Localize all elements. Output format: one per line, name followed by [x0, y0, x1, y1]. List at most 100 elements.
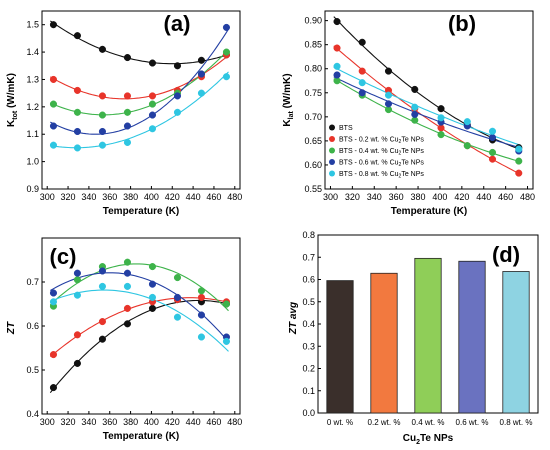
series-4-point	[488, 127, 497, 135]
y-axis-label-main: K	[282, 119, 293, 127]
series-3-point	[333, 71, 341, 79]
series-4-point	[49, 141, 58, 149]
y-tick-label: 0.5	[26, 365, 39, 375]
legend-entry-0: BTS	[339, 125, 353, 132]
series-3-point	[73, 269, 81, 277]
x-tick-label: 320	[61, 417, 76, 427]
series-3-point	[123, 122, 132, 130]
series-0-point	[148, 304, 157, 312]
x-tick-label: 380	[123, 417, 138, 427]
y-tick-label: 0.2	[302, 364, 315, 374]
series-1-point	[148, 92, 157, 100]
series-0-point	[98, 335, 106, 343]
series-3-point	[197, 311, 205, 319]
y-tick-label: 1.4	[26, 47, 39, 57]
legend-text: BTS - 0.8 wt. % Cu	[339, 171, 399, 178]
x-tick-label: 320	[61, 192, 76, 202]
x-tick-label: 440	[186, 192, 201, 202]
series-2-point	[437, 131, 445, 139]
x-tick-label: 0 wt. %	[327, 418, 353, 427]
y-axis-label: Ktot (W/mK)	[6, 73, 19, 127]
x-tick-label: 420	[454, 192, 469, 202]
series-4-point	[49, 298, 58, 306]
series-2-point	[197, 287, 205, 295]
y-axis-label-sub: lat	[288, 111, 295, 120]
series-2-point	[73, 276, 81, 284]
legend-entry-4: BTS - 0.8 wt. % Cu2Te NPs	[339, 171, 424, 180]
series-4-point	[173, 313, 182, 321]
series-line-3	[50, 272, 229, 343]
y-tick-label: 0.5	[302, 297, 315, 307]
series-2-point	[488, 148, 497, 156]
x-tick-label: 360	[389, 192, 404, 202]
legend-text: Te NPs	[401, 160, 424, 167]
series-0-point	[333, 18, 341, 26]
y-axis-label: ZT	[6, 321, 17, 335]
series-0-point	[73, 32, 81, 40]
x-tick-label: 0.8 wt. %	[500, 418, 533, 427]
y-tick-label: 0.80	[304, 64, 322, 74]
series-0-point	[197, 56, 205, 64]
bar-1	[370, 272, 398, 414]
series-4-point	[148, 125, 157, 133]
legend-sub: 2	[399, 139, 402, 145]
series-1-point	[73, 86, 81, 94]
y-tick-label: 1.1	[26, 129, 39, 139]
series-4-point	[148, 293, 157, 301]
y-tick-label: 1.0	[26, 157, 39, 167]
y-tick-label: 1.5	[26, 20, 39, 30]
series-3-point	[73, 127, 81, 136]
y-tick-label: 0.7	[302, 252, 315, 262]
x-axis-label: Temperature (K)	[103, 431, 180, 442]
series-3-point	[488, 133, 497, 142]
legend-marker-3	[329, 159, 335, 165]
panel-label: (d)	[492, 242, 520, 267]
series-4-point	[123, 138, 132, 146]
x-axis-label: Cu2Te NPs	[403, 433, 454, 446]
y-tick-label: 0.70	[304, 112, 322, 122]
series-3-point	[148, 111, 157, 119]
y-tick-label: 0.8	[302, 230, 315, 240]
series-1-point	[49, 75, 58, 84]
y-tick-label: 0.0	[302, 408, 315, 418]
series-1-point	[123, 304, 132, 312]
x-tick-label: 440	[476, 192, 491, 202]
legend-sub: 2	[399, 162, 402, 168]
series-3-point	[197, 70, 205, 78]
x-tick-label: 0.4 wt. %	[412, 418, 445, 427]
series-3-point	[148, 280, 157, 288]
y-axis-label-unit: (W/mK)	[282, 73, 293, 111]
x-tick-label: 360	[102, 192, 117, 202]
y-tick-label: 1.3	[26, 74, 39, 84]
series-2-point	[173, 274, 182, 282]
series-line-3	[50, 28, 229, 135]
y-tick-label: 0.3	[302, 341, 315, 351]
legend-entry-3: BTS - 0.6 wt. % Cu2Te NPs	[339, 160, 424, 169]
legend-text: Te NPs	[401, 148, 424, 155]
series-1-point	[197, 293, 205, 301]
series-4-point	[123, 282, 132, 290]
y-tick-label: 0.60	[304, 160, 322, 170]
x-tick-label: 340	[81, 417, 96, 427]
x-tick-label: 460	[498, 192, 513, 202]
panel-label: (c)	[50, 244, 77, 269]
series-2-point	[123, 108, 132, 116]
series-3-point	[49, 122, 58, 130]
series-0-point	[49, 21, 58, 29]
series-2-point	[515, 157, 523, 165]
series-3-point	[173, 92, 182, 100]
y-tick-label: 0.65	[304, 136, 322, 146]
series-2-point	[222, 48, 231, 56]
series-1-point	[358, 67, 366, 75]
series-4-point	[98, 141, 106, 149]
series-4-point	[73, 144, 81, 152]
panel-1: 300 320 340 360 380 400 420 440 460 480 0.55 0.60 0.…	[282, 10, 535, 217]
series-2-point	[49, 100, 58, 108]
series-3-point	[411, 110, 419, 118]
bar-0	[326, 280, 354, 414]
x-axis-label-main: Cu	[403, 433, 416, 444]
legend-sub: 2	[399, 151, 402, 157]
series-4-point	[98, 282, 106, 290]
series-2-point	[148, 100, 157, 108]
series-3-point	[358, 89, 366, 97]
